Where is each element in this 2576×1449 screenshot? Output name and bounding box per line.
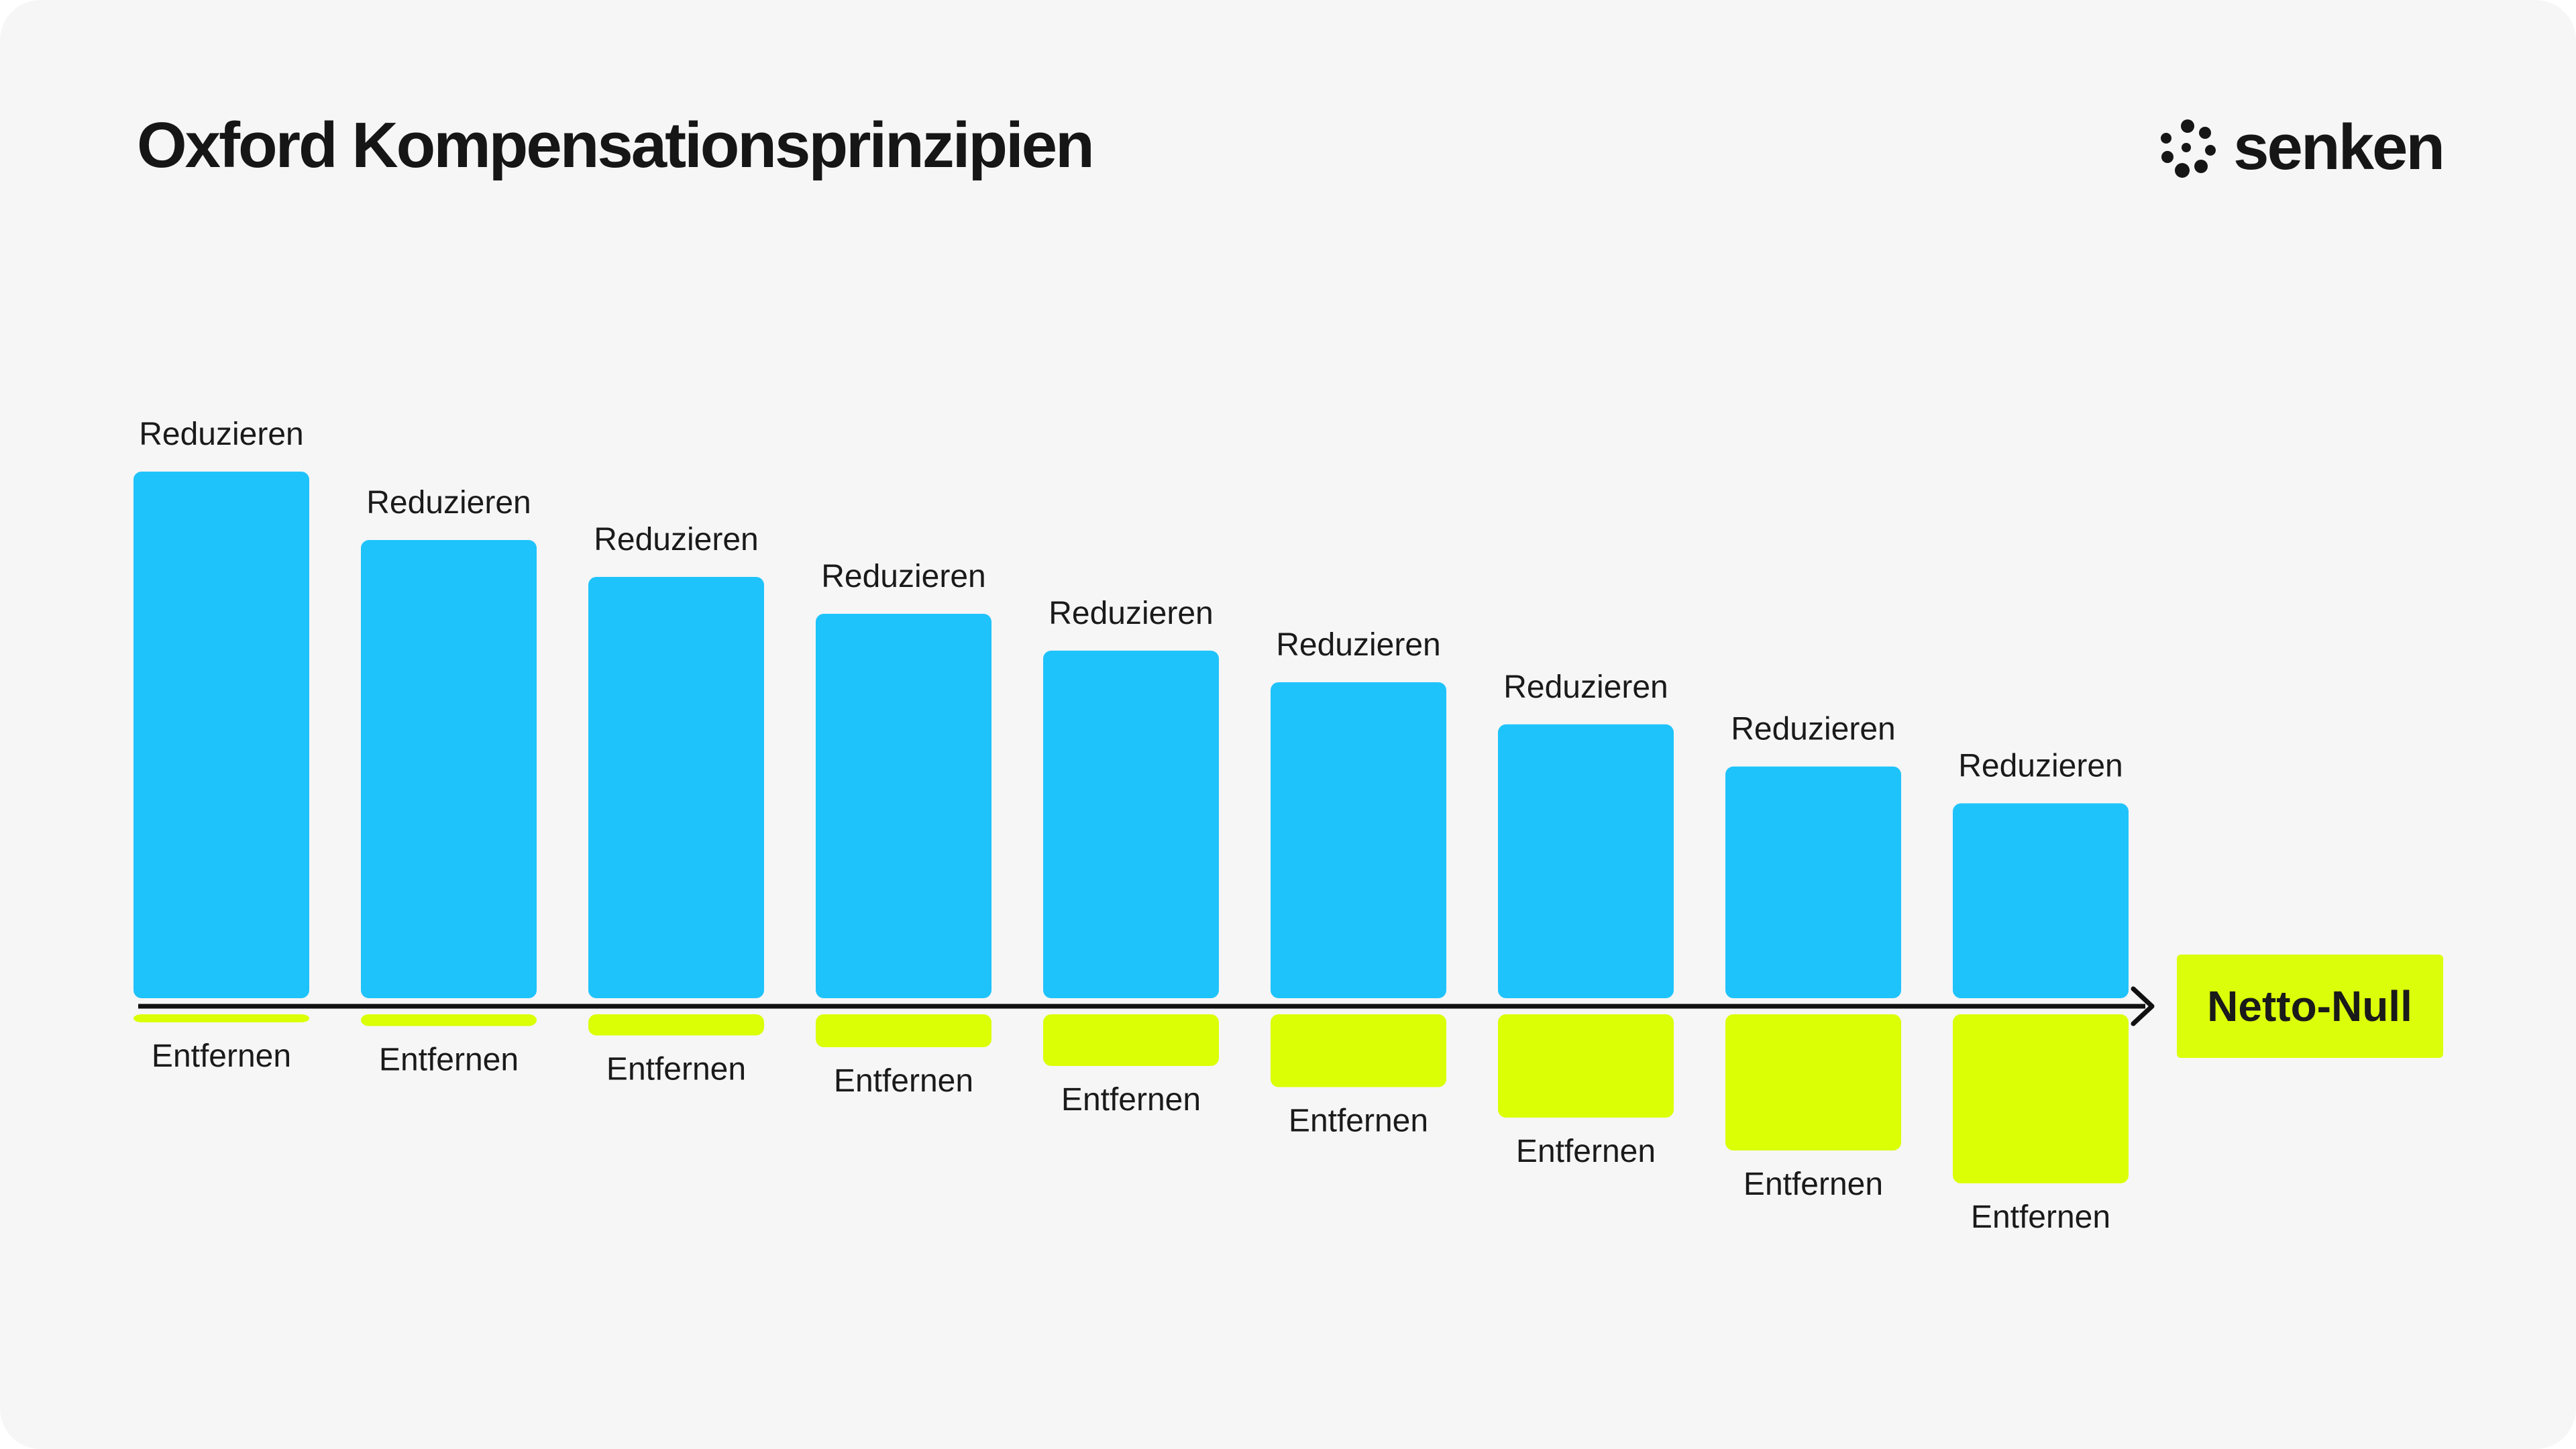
remove-bar [1271,1014,1446,1087]
remove-bar-label: Entfernen [379,1042,519,1078]
remove-bar-label: Entfernen [152,1038,291,1074]
remove-bar [1725,1014,1901,1150]
remove-bar-label: Entfernen [1289,1104,1428,1139]
reduce-bar [361,540,537,998]
reduce-bar [1271,682,1446,998]
remove-bar [588,1014,764,1036]
bars-group: Reduzieren Entfernen Reduzieren Entfernen Re… [133,417,2129,1235]
reduce-bar-label: Reduzieren [1503,669,1668,705]
reduce-bar [1043,650,1219,998]
axis-arrowhead-icon [2131,986,2155,1026]
net-zero-badge: Netto-Null [2177,955,2443,1058]
time-axis [138,986,2155,1026]
brand-logo: senken [2157,111,2445,183]
remove-bar-label: Entfernen [1743,1167,1883,1202]
remove-bar-label: Entfernen [1516,1134,1656,1169]
reduce-bar-label: Reduzieren [1958,749,2123,784]
reduce-bar-label: Reduzieren [594,522,758,557]
remove-bar [1043,1014,1219,1066]
reduce-bar-label: Reduzieren [1049,596,1213,631]
reduce-bar [1953,803,2129,998]
reduce-bar-label: Reduzieren [1731,712,1895,747]
reduce-bar [1725,766,1901,998]
brand-name: senken [2233,111,2445,183]
remove-bar-label: Entfernen [606,1052,746,1087]
remove-bar [133,1014,309,1022]
remove-bar-label: Entfernen [1061,1082,1201,1118]
dotted-flower-logo-icon [2161,119,2216,178]
page-title: Oxford Kompensationsprinzipien [137,109,1095,181]
net-zero-label: Netto-Null [2207,982,2412,1030]
remove-bar-label: Entfernen [1971,1199,2110,1235]
reduce-bar [816,613,991,998]
reduce-bar [133,472,309,998]
reduce-bar-label: Reduzieren [821,559,985,594]
net-zero-badge-bg [2177,955,2443,1058]
reduce-bar [588,577,764,998]
remove-bar [816,1014,991,1047]
remove-bar [1498,1014,1674,1118]
reduce-bar-label: Reduzieren [366,485,531,521]
reduce-bar-label: Reduzieren [1276,627,1440,663]
reduce-bar-label: Reduzieren [139,417,303,452]
remove-bar [361,1014,537,1026]
reduce-bar [1498,724,1674,998]
remove-bar-label: Entfernen [834,1063,973,1099]
remove-bar [1953,1014,2129,1183]
